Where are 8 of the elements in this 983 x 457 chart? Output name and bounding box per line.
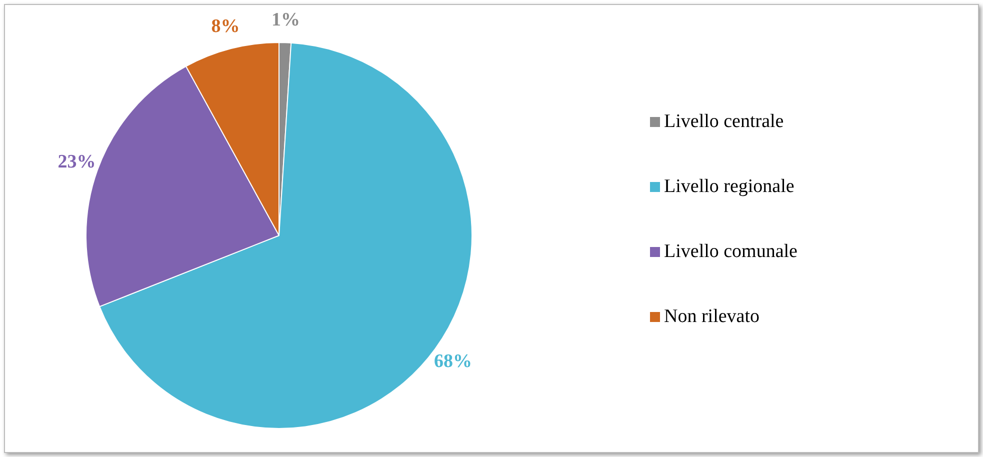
data-label: 23%: [58, 152, 96, 173]
legend-label: Livello comunale: [664, 240, 798, 262]
data-label: 68%: [434, 350, 472, 372]
data-label: 8%: [211, 16, 240, 38]
legend-label: Non rilevato: [664, 306, 760, 327]
data-label: 1%: [272, 10, 300, 31]
legend-label: Livello regionale: [664, 176, 794, 197]
legend-label: Livello centrale: [664, 110, 784, 132]
